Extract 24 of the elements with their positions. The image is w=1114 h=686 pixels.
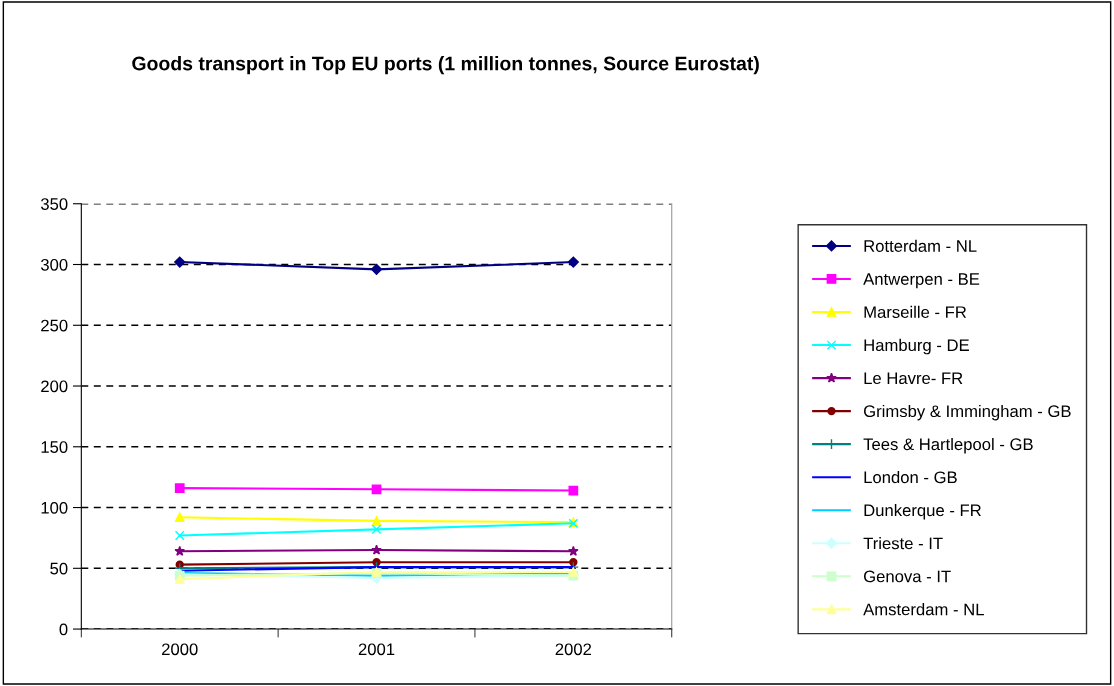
legend-label: Genova - IT <box>864 570 951 583</box>
y-tick-label: 200 <box>41 380 68 393</box>
legend-label: Rotterdam - NL <box>864 239 977 252</box>
y-tick-label: 250 <box>41 319 68 332</box>
x-tick-label: 2001 <box>358 643 395 656</box>
legend-label: Amsterdam - NL <box>863 603 984 616</box>
legend-label: Hamburg - DE <box>864 338 969 355</box>
y-tick-label: 0 <box>59 623 68 636</box>
legend-label: Antwerpen - BE <box>863 273 980 289</box>
legend-label: Grimsby & Immingham - GB <box>864 404 1071 421</box>
chart-title: Goods transport in Top EU ports (1 million tonnes, Source Eurostat) <box>132 56 759 75</box>
x-tick-label: 2000 <box>162 643 198 656</box>
legend-label: Dunkerque - FR <box>864 503 981 520</box>
legend-label: London - GB <box>864 470 957 484</box>
legend-label: Le Havre- FR <box>864 372 963 385</box>
legend-label: Tees & Hartlepool - GB <box>863 437 1033 454</box>
x-tick-label: 2002 <box>555 643 592 656</box>
legend-label: Marseille - FR <box>864 305 967 319</box>
y-tick-label: 350 <box>40 198 68 210</box>
y-tick-label: 300 <box>40 258 68 271</box>
y-tick-label: 150 <box>41 441 68 453</box>
y-tick-label: 100 <box>41 501 68 514</box>
y-tick-label: 50 <box>50 562 68 575</box>
legend-label: Trieste - IT <box>863 537 943 550</box>
